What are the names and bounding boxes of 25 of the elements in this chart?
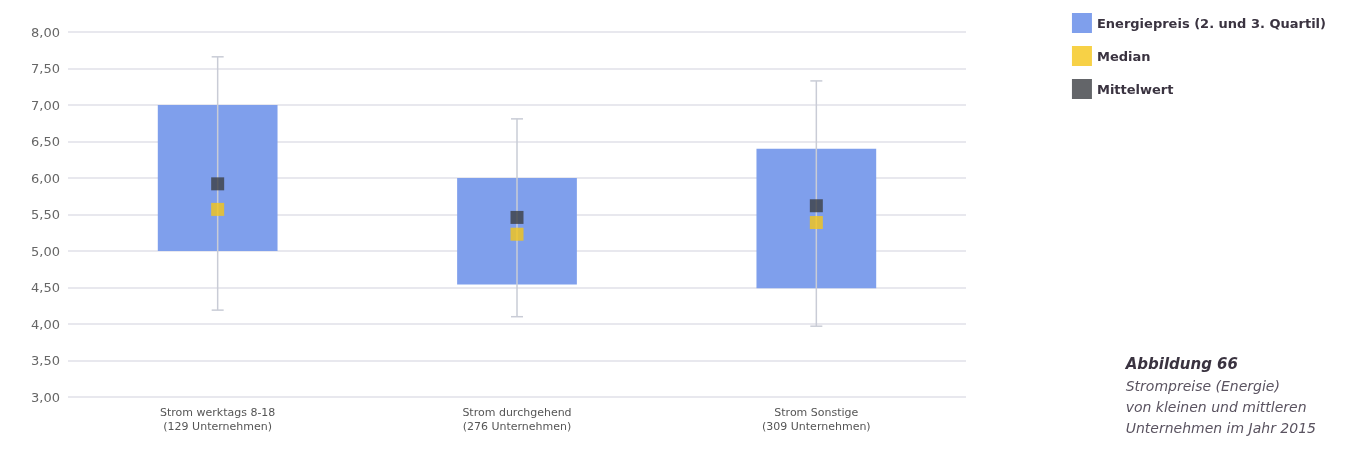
point [211, 177, 225, 191]
legend-label: Energiepreis (2. und 3. Quartil) [1096, 15, 1327, 31]
y-tick-label: 8,00 [31, 24, 60, 40]
text: Strompreise (Energie) von kleinen und mittleren Unternehmen im Jahr 2015 [1125, 377, 1317, 436]
point [809, 199, 823, 213]
point [510, 227, 524, 241]
point [510, 210, 524, 224]
y-tick-label: 3,00 [31, 389, 60, 405]
x-tick-label: Strom Sonstige (309 Unternehmen) [761, 405, 871, 433]
y-tick-label: 6,00 [31, 170, 60, 186]
y-tick-label: 5,50 [31, 207, 60, 222]
text: Abbildung 66 [1124, 354, 1238, 373]
point [809, 216, 823, 230]
x-tick-label: Strom werktags 8-18 (129 Unternehmen) [159, 405, 276, 433]
legend-label: Mittelwert [1096, 81, 1174, 97]
y-tick-label: 7,00 [31, 97, 60, 113]
point [211, 202, 225, 216]
y-tick-label: 3,50 [31, 353, 60, 368]
y-tick-label: 4,50 [31, 280, 60, 295]
y-tick-label: 4,00 [31, 316, 60, 332]
x-tick-label: Strom durchgehend (276 Unternehmen) [462, 405, 572, 433]
y-tick-label: 6,50 [31, 134, 60, 149]
y-tick-label: 7,50 [31, 61, 60, 76]
legend-label: Median [1096, 48, 1151, 64]
y-tick-label: 5,00 [31, 243, 60, 259]
